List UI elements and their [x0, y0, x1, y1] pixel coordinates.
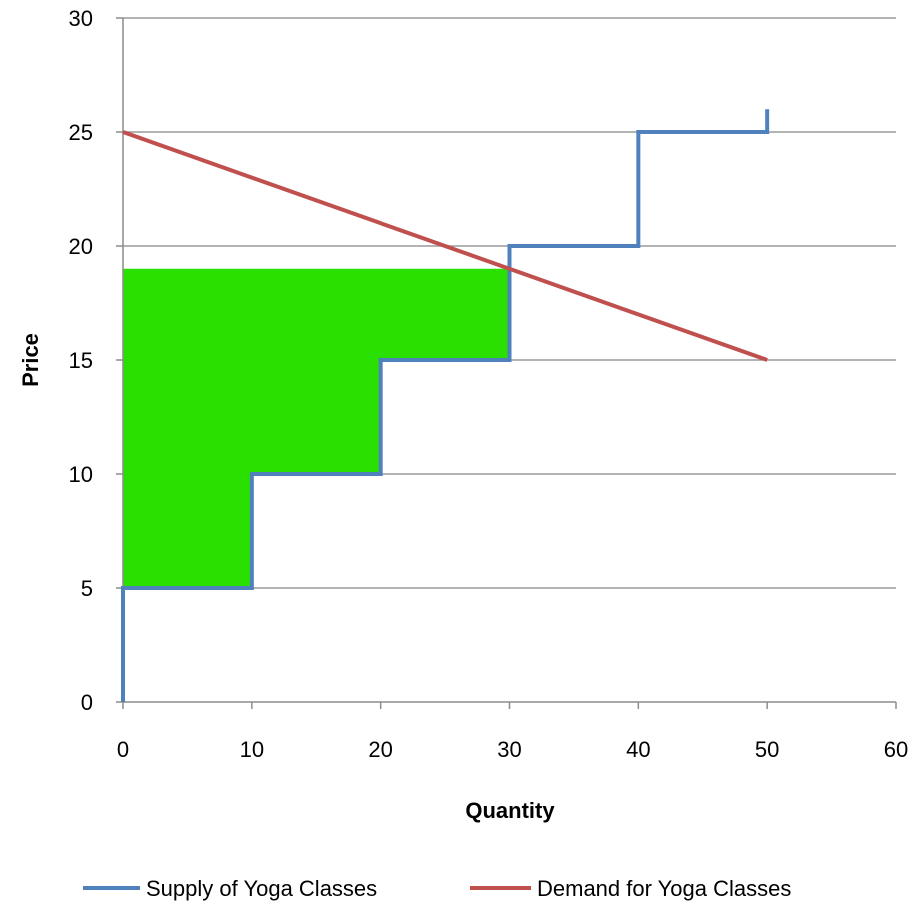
x-tick-label-60: 60: [884, 737, 908, 762]
shaded-area: [123, 268, 510, 588]
y-tick-label-0: 0: [81, 690, 93, 715]
y-tick-label-5: 5: [81, 576, 93, 601]
y-tick-label-15: 15: [69, 348, 93, 373]
x-tick-label-0: 0: [117, 737, 129, 762]
x-tick-label-20: 20: [368, 737, 392, 762]
series-line-supply: [121, 109, 770, 702]
y-axis-title: Price: [18, 333, 43, 387]
series-lines: [121, 109, 770, 702]
x-tick-label-50: 50: [755, 737, 779, 762]
legend: Supply of Yoga Classes Demand for Yoga Cl…: [83, 876, 791, 901]
x-tick-label-10: 10: [240, 737, 264, 762]
y-tick-label-30: 30: [69, 6, 93, 31]
y-tick-label-20: 20: [69, 234, 93, 259]
x-axis-title: Quantity: [465, 798, 555, 823]
series-line-demand: [122, 130, 768, 362]
x-tick-label-30: 30: [497, 737, 521, 762]
y-tick-label-25: 25: [69, 120, 93, 145]
legend-label-supply: Supply of Yoga Classes: [146, 876, 377, 901]
shaded-surplus-region: [123, 268, 510, 588]
y-tick-label-10: 10: [69, 462, 93, 487]
tick-labels: 0 5 10 15 20 25 30 0 10 20 30 40 50 60: [69, 6, 909, 762]
legend-label-demand: Demand for Yoga Classes: [537, 876, 791, 901]
x-tick-label-40: 40: [626, 737, 650, 762]
